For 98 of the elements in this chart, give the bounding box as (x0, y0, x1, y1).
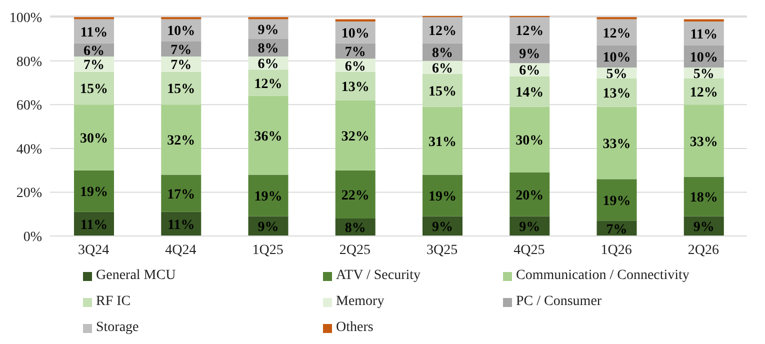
data-label: 31% (428, 134, 456, 150)
data-label: 9% (519, 220, 540, 236)
legend-label: ATV / Security (336, 268, 421, 284)
bar (248, 96, 288, 175)
bar (335, 100, 376, 170)
data-label: 9% (258, 220, 279, 236)
data-label: 8% (432, 46, 453, 62)
x-tick-label: 2Q25 (339, 242, 370, 258)
data-label: 14% (516, 86, 544, 101)
bar (422, 106, 462, 175)
data-label: 12% (428, 24, 456, 40)
data-label: 9% (693, 220, 714, 236)
bar (248, 174, 288, 216)
bar (596, 179, 637, 221)
y-tick-label: 100% (9, 11, 42, 26)
x-tick-label: 1Q25 (252, 242, 284, 258)
data-label: 7% (606, 222, 628, 238)
legend-label: Memory (336, 294, 384, 310)
bar (596, 106, 637, 180)
data-label: 10% (602, 50, 631, 66)
data-label: 33% (690, 134, 718, 150)
data-label: 11% (168, 218, 195, 233)
data-label: 6% (84, 44, 104, 59)
bar (74, 72, 114, 105)
bar (422, 174, 462, 216)
data-label: 12% (254, 76, 282, 92)
legend-label: Others (336, 320, 374, 336)
bar (684, 176, 724, 216)
data-label: 12% (516, 24, 544, 40)
legend-label: Communication / Connectivity (516, 268, 690, 284)
data-label: 7% (344, 45, 366, 60)
y-tick-label: 40% (16, 142, 42, 158)
data-label: 10% (341, 26, 370, 42)
bar (510, 172, 550, 216)
data-label: 18% (690, 190, 718, 206)
data-label: 5% (693, 66, 714, 82)
bar (74, 170, 114, 212)
legend-label: Storage (96, 320, 139, 336)
bar (684, 104, 724, 177)
data-label: 12% (690, 86, 718, 101)
x-tick-label: 3Q25 (426, 242, 458, 258)
data-label: 15% (428, 84, 456, 100)
x-tick-label: 3Q24 (78, 242, 110, 258)
bar (161, 72, 202, 105)
data-label: 17% (167, 187, 196, 202)
x-tick-label: 1Q26 (600, 242, 632, 258)
y-tick-label: 0% (23, 230, 42, 245)
data-label: 9% (258, 23, 279, 38)
data-label: 32% (167, 134, 196, 149)
bar (422, 74, 462, 107)
legend-label: PC / Consumer (516, 294, 602, 310)
data-label: 12% (602, 26, 631, 42)
data-label: 19% (602, 194, 631, 209)
data-label: 10% (690, 50, 718, 66)
bar (510, 106, 550, 173)
bar (510, 76, 550, 107)
data-label: 8% (344, 221, 366, 236)
data-label: 11% (80, 25, 108, 40)
data-label: 9% (432, 220, 453, 236)
x-tick-label: 4Q25 (514, 242, 545, 258)
data-label: 6% (432, 61, 453, 76)
data-label: 10% (167, 24, 196, 40)
data-label: 15% (167, 82, 196, 98)
legend-label: RF IC (96, 294, 131, 310)
data-label: 22% (341, 188, 370, 204)
data-label: 6% (258, 57, 279, 72)
data-label: 30% (516, 134, 544, 149)
data-label: 11% (690, 28, 718, 43)
data-label: 19% (80, 185, 108, 200)
data-label: 7% (84, 58, 104, 74)
bar (161, 104, 202, 175)
data-label: 36% (254, 129, 282, 144)
x-tick-label: 4Q24 (165, 242, 196, 258)
data-label: 11% (80, 218, 108, 233)
data-label: 9% (519, 47, 540, 62)
bar (335, 170, 376, 218)
data-label: 13% (341, 80, 370, 96)
data-label: 20% (516, 188, 544, 204)
data-label: 33% (602, 136, 631, 152)
data-label: 8% (258, 42, 279, 57)
data-label: 6% (519, 64, 540, 79)
x-tick-label: 2Q26 (688, 242, 719, 258)
data-label: 19% (254, 190, 282, 204)
data-label: 13% (602, 86, 631, 102)
data-label: 7% (170, 42, 192, 58)
data-label: 32% (341, 129, 370, 144)
legend-label: General MCU (96, 268, 176, 284)
y-tick-label: 20% (16, 186, 42, 202)
y-tick-label: 80% (16, 54, 42, 70)
data-label: 30% (80, 131, 108, 146)
data-label: 19% (428, 190, 456, 204)
y-tick-label: 60% (16, 98, 42, 114)
data-label: 7% (170, 58, 192, 74)
data-label: 5% (606, 66, 628, 82)
data-label: 15% (80, 82, 108, 98)
bar (74, 104, 114, 170)
bar (161, 174, 202, 212)
data-label: 6% (344, 59, 366, 74)
